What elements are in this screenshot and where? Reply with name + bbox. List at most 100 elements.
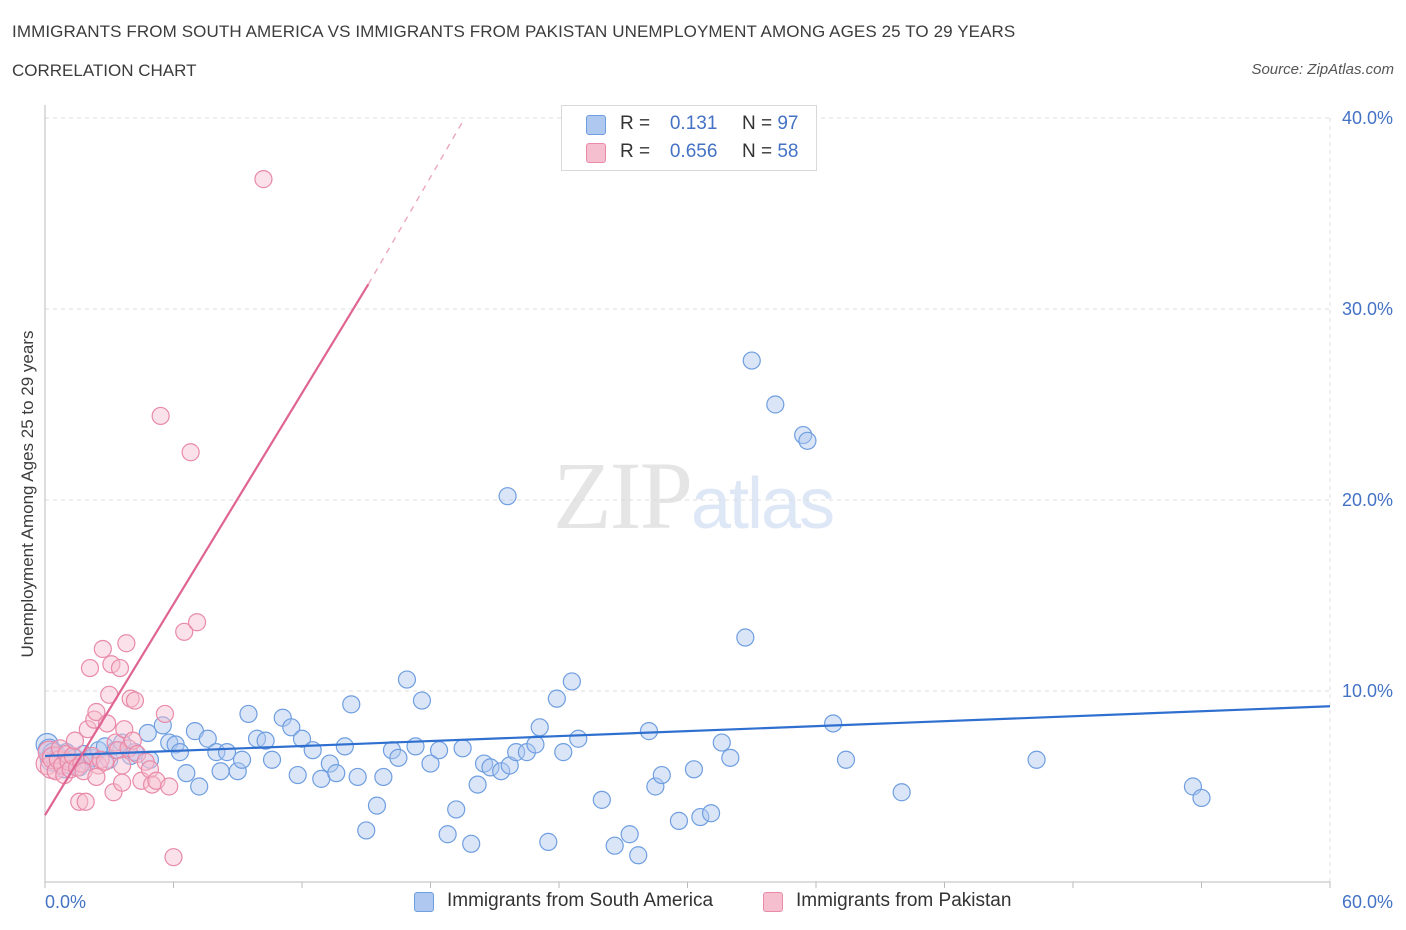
- correlation-legend: R = 0.131 N = 97 R = 0.656 N = 58: [561, 105, 817, 171]
- y-tick-label-20: 20.0%: [1342, 490, 1393, 510]
- point-pakistan-15: [70, 792, 89, 811]
- n-value-pakistan: 58: [777, 141, 799, 162]
- watermark-logo: ZIPatlas: [553, 440, 835, 551]
- y-tick-label-30: 30.0%: [1342, 299, 1393, 319]
- point-south-america-98: [836, 750, 856, 769]
- point-south-america-50: [342, 695, 361, 714]
- point-south-america-32: [207, 743, 226, 762]
- point-south-america-35: [228, 762, 247, 781]
- point-pakistan-53: [181, 443, 200, 462]
- trend-lines: [44, 117, 1331, 816]
- source-credit: Source: ZipAtlas.com: [1251, 61, 1394, 78]
- point-pakistan-45: [140, 760, 160, 779]
- point-south-america-36: [232, 750, 252, 769]
- point-south-america-34: [217, 743, 237, 762]
- point-south-america-56: [389, 748, 408, 767]
- n-label: N =: [741, 141, 773, 162]
- point-south-america-87: [669, 811, 689, 830]
- point-pakistan-23: [87, 702, 106, 722]
- point-pakistan-35: [112, 773, 132, 792]
- point-south-america-102: [1027, 750, 1046, 769]
- point-south-america-75: [539, 832, 558, 851]
- point-south-america-88: [684, 760, 704, 779]
- watermark-atlas: atlas: [691, 464, 835, 544]
- legend-swatch-pakistan: [586, 143, 606, 163]
- point-south-america-86: [652, 765, 671, 785]
- series-legend: Immigrants from South America Immigrants…: [0, 890, 1406, 916]
- point-south-america-97: [798, 431, 817, 450]
- point-south-america-89: [691, 807, 710, 827]
- point-south-america-62: [438, 825, 457, 844]
- point-south-america-53: [367, 796, 387, 815]
- y-axis-label: Unemployment Among Ages 25 to 29 years: [18, 330, 37, 658]
- point-pakistan-37: [117, 634, 136, 653]
- trend-line-pakistan: [44, 283, 370, 816]
- legend-label-pakistan: Immigrants from Pakistan: [796, 890, 1012, 911]
- point-south-america-65: [462, 834, 481, 853]
- point-pakistan-26: [93, 639, 112, 659]
- point-south-america-51: [348, 767, 367, 787]
- point-south-america-33: [211, 762, 230, 781]
- point-south-america-76: [547, 689, 566, 708]
- r-value-pakistan: 0.656: [669, 141, 718, 162]
- point-south-america-43: [288, 765, 307, 785]
- point-south-america-28: [177, 764, 196, 783]
- y-tick-label-40: 40.0%: [1342, 108, 1393, 128]
- point-south-america-44: [292, 729, 312, 748]
- point-south-america-82: [620, 825, 639, 844]
- point-south-america-104: [1192, 788, 1211, 808]
- point-south-america-40: [262, 750, 282, 769]
- point-pakistan-57: [87, 767, 106, 787]
- point-south-america-45: [303, 741, 322, 760]
- point-south-america-42: [282, 718, 301, 737]
- trend-line-south-america: [44, 705, 1331, 758]
- point-south-america-37: [239, 704, 258, 724]
- point-south-america-52: [357, 821, 376, 840]
- chart-title: IMMIGRANTS FROM SOUTH AMERICA VS IMMIGRA…: [12, 22, 1016, 41]
- point-pakistan-49: [155, 704, 175, 724]
- point-pakistan-18: [76, 792, 95, 811]
- point-south-america-84: [639, 722, 659, 741]
- point-south-america-83: [629, 846, 648, 865]
- point-south-america-61: [429, 741, 449, 760]
- point-south-america-60: [421, 754, 440, 773]
- n-value-south-america: 97: [777, 113, 799, 134]
- point-south-america-74: [530, 718, 549, 737]
- point-south-america-93: [736, 628, 755, 647]
- point-south-america-99: [498, 487, 517, 506]
- r-label: R =: [620, 113, 651, 134]
- point-pakistan-30: [102, 655, 121, 674]
- r-label: R =: [620, 141, 651, 162]
- point-south-america-68: [481, 758, 500, 777]
- point-south-america-79: [569, 729, 588, 748]
- tick-labels: 10.0% 20.0% 30.0% 40.0% 0.0% 60.0%: [45, 108, 1393, 912]
- legend-swatch-pakistan: [763, 892, 783, 912]
- point-south-america-27: [170, 743, 190, 762]
- point-south-america-81: [605, 836, 624, 855]
- point-pakistan-48: [151, 406, 170, 426]
- point-south-america-22: [138, 723, 157, 743]
- point-pakistan-40: [123, 731, 142, 750]
- point-pakistan-52: [175, 622, 194, 641]
- point-south-america-77: [554, 743, 573, 762]
- point-pakistan-55: [254, 170, 273, 189]
- legend-swatch-south-america: [414, 892, 434, 912]
- x-tick-label-max: 60.0%: [1342, 892, 1393, 912]
- point-south-america-24: [153, 716, 172, 735]
- point-south-america-54: [374, 767, 393, 787]
- n-label: N =: [741, 113, 773, 134]
- point-pakistan-54: [187, 613, 207, 632]
- point-south-america-59: [412, 691, 432, 710]
- legend-swatch-south-america: [586, 115, 606, 135]
- point-south-america-30: [190, 777, 209, 796]
- point-pakistan-13: [65, 731, 85, 750]
- point-pakistan-20: [80, 658, 100, 678]
- y-tick-label-10: 10.0%: [1342, 681, 1393, 701]
- trend-extension-pakistan: [367, 117, 466, 285]
- point-south-america-66: [468, 775, 487, 794]
- point-south-america-47: [320, 754, 339, 773]
- x-tick-label-min: 0.0%: [45, 892, 86, 912]
- point-pakistan-51: [164, 848, 183, 867]
- chart-subtitle: CORRELATION CHART: [12, 61, 197, 80]
